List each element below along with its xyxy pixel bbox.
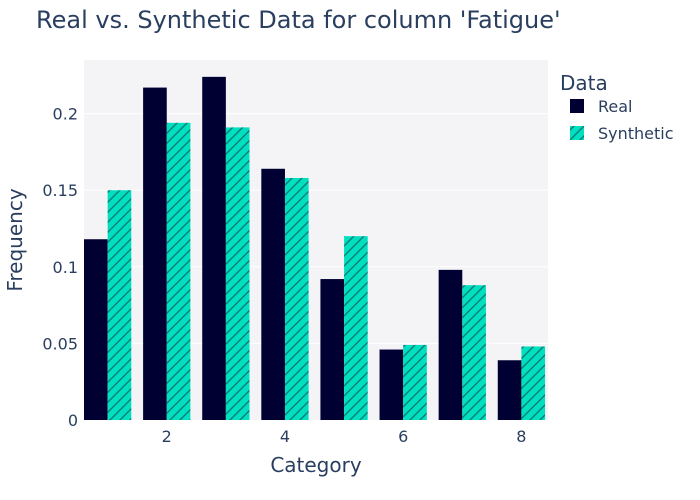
bar-real-8[interactable]: [497, 360, 522, 420]
bar-synthetic-3[interactable]: [225, 127, 250, 421]
y-tick-label: 0: [68, 411, 78, 430]
x-tick-label: 6: [398, 427, 408, 446]
bar-real-3[interactable]: [202, 76, 226, 420]
y-tick-label: 0.2: [53, 105, 78, 124]
legend-swatch-synthetic[interactable]: [570, 126, 584, 140]
x-axis-title: Category: [270, 453, 362, 477]
bar-synthetic-6[interactable]: [403, 344, 427, 420]
bars: [84, 76, 546, 421]
legend-swatch-real[interactable]: [570, 99, 584, 113]
bar-synthetic-4[interactable]: [284, 177, 309, 420]
x-tick-label: 2: [162, 427, 172, 446]
y-tick-label: 0.15: [42, 181, 78, 200]
bar-synthetic-5[interactable]: [344, 236, 368, 420]
legend-label-synthetic[interactable]: Synthetic: [598, 124, 674, 143]
bar-synthetic-7[interactable]: [462, 285, 486, 420]
bar-real-1[interactable]: [84, 239, 108, 420]
bar-real-4[interactable]: [261, 168, 285, 420]
bar-real-6[interactable]: [379, 349, 404, 420]
legend[interactable]: Data Real Synthetic: [560, 71, 674, 143]
y-axis-title: Frequency: [3, 188, 27, 291]
x-tick-label: 8: [516, 427, 526, 446]
y-tick-labels: 0 0.05 0.1 0.15 0.2: [42, 105, 78, 430]
x-tick-labels: 2 4 6 8: [162, 427, 527, 446]
bar-real-7[interactable]: [438, 269, 463, 420]
bar-real-5[interactable]: [320, 279, 345, 420]
bar-real-2[interactable]: [143, 87, 167, 420]
legend-label-real[interactable]: Real: [598, 97, 633, 116]
y-tick-label: 0.1: [53, 258, 78, 277]
y-tick-label: 0.05: [42, 334, 78, 353]
bar-synthetic-1[interactable]: [107, 190, 132, 420]
bar-synthetic-8[interactable]: [521, 346, 546, 420]
legend-title: Data: [560, 71, 608, 95]
chart-title: Real vs. Synthetic Data for column 'Fati…: [36, 6, 561, 34]
x-tick-label: 4: [280, 427, 290, 446]
bar-synthetic-2[interactable]: [166, 122, 191, 420]
